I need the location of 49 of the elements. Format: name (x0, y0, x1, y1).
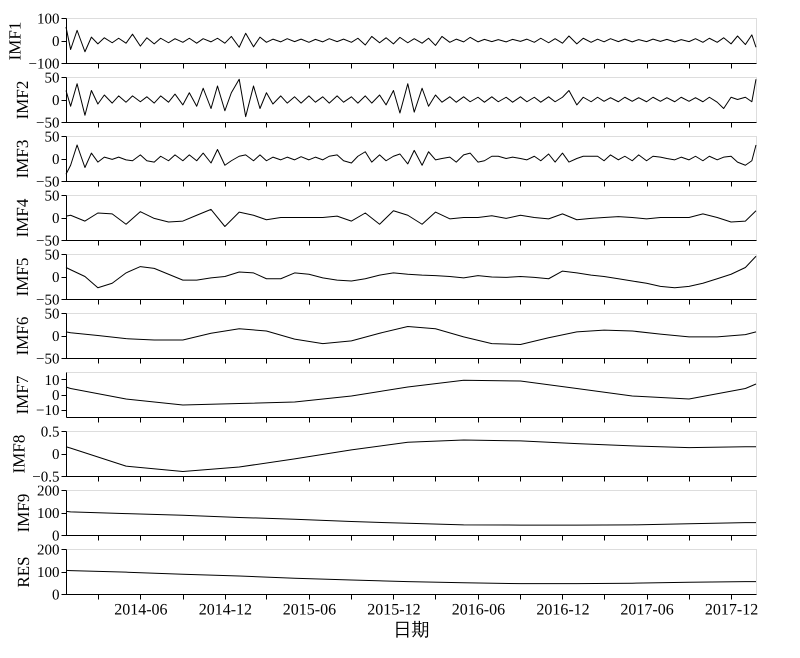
x-tick-label: 2016-06 (452, 602, 506, 618)
y-axis-title: IMF9 (14, 494, 33, 532)
y-tick-label: −50 (36, 116, 60, 132)
x-tick-label: 2015-12 (367, 602, 421, 618)
y-tick-label: 0 (52, 152, 60, 168)
y-tick-label: 10 (44, 373, 60, 389)
y-tick-label: −100 (28, 56, 60, 72)
y-tick-label: 50 (44, 188, 60, 204)
y-tick-label: 0 (52, 447, 60, 463)
y-tick-label: 50 (44, 306, 60, 322)
y-axis-title: IMF2 (13, 80, 32, 120)
x-tick-label: 2017-12 (704, 602, 758, 618)
y-tick-label: 0 (52, 588, 60, 604)
y-axis-title: IMF8 (9, 434, 28, 474)
x-tick-label: 2014-06 (114, 602, 168, 618)
y-axis-title: IMF4 (13, 198, 32, 238)
y-tick-label: 100 (37, 506, 60, 522)
y-tick-label: 0 (52, 329, 60, 345)
y-tick-label: −50 (36, 292, 60, 308)
y-axis-title: IMF3 (13, 140, 32, 178)
y-tick-label: 200 (37, 542, 60, 558)
y-tick-label: 0 (52, 270, 60, 286)
y-tick-label: −50 (36, 352, 60, 368)
y-tick-label: 0 (52, 93, 60, 109)
y-tick-label: 0.5 (40, 424, 60, 440)
y-tick-label: −10 (36, 403, 60, 419)
y-tick-label: −0.5 (32, 470, 60, 486)
y-tick-label: 50 (44, 70, 60, 86)
y-tick-label: 100 (37, 565, 60, 581)
x-tick-label: 2014-12 (198, 602, 252, 618)
y-axis-title: IMF7 (13, 375, 32, 414)
x-tick-label: 2016-12 (536, 602, 590, 618)
y-tick-label: 200 (37, 484, 60, 500)
y-tick-label: 0 (52, 34, 60, 50)
y-tick-label: 50 (44, 248, 60, 264)
y-tick-label: −50 (36, 174, 60, 190)
x-tick-label: 2017-06 (620, 602, 674, 618)
y-axis-title: IMF1 (6, 22, 25, 60)
x-axis-title: 日期 (394, 620, 430, 640)
y-axis-title: IMF5 (13, 258, 32, 296)
y-tick-label: −50 (36, 234, 60, 250)
y-tick-label: 50 (44, 130, 60, 146)
y-tick-label: 0 (52, 528, 60, 544)
x-tick-label: 2015-06 (282, 602, 336, 618)
y-axis-title: RES (14, 556, 33, 588)
y-tick-label: 0 (52, 388, 60, 404)
y-tick-label: 100 (37, 12, 60, 28)
y-axis-title: IMF6 (13, 316, 32, 356)
y-tick-label: 0 (52, 211, 60, 227)
